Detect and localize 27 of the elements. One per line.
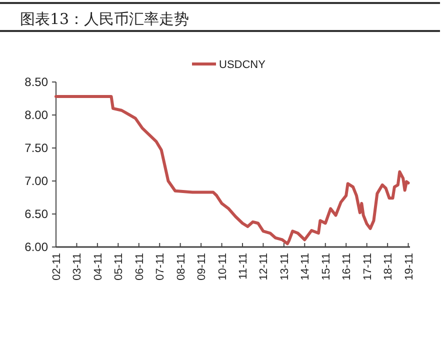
x-tick-label: 02-11 (51, 253, 63, 280)
x-tick-label: 17-11 (362, 253, 374, 280)
x-tick-label: 03-11 (72, 253, 84, 280)
y-tick-label: 7.50 (24, 141, 48, 155)
y-tick-label: 8.50 (24, 75, 48, 89)
chart-title: 图表13：人民币汇率走势 (0, 2, 440, 32)
x-tick-label: 19-11 (403, 253, 416, 280)
x-tick-label: 09-11 (196, 253, 208, 280)
x-tick-label: 10-11 (216, 253, 229, 280)
x-tick-label: 15-11 (320, 253, 332, 280)
x-tick-label: 13-11 (278, 253, 291, 280)
x-tick-label: 07-11 (154, 253, 167, 280)
y-tick-label: 6.50 (24, 207, 48, 221)
x-tick-label: 05-11 (113, 253, 126, 280)
y-tick-label: 7.00 (24, 174, 48, 188)
legend-label: USDCNY (219, 59, 266, 71)
x-tick-label: 08-11 (175, 253, 188, 280)
x-tick-label: 04-11 (92, 253, 104, 280)
x-tick-label: 18-11 (382, 253, 395, 280)
x-tick-label: 16-11 (341, 253, 354, 280)
x-tick-label: 14-11 (300, 253, 312, 280)
y-tick-label: 8.00 (24, 108, 48, 122)
x-tick-label: 11-11 (238, 253, 250, 280)
x-tick-label: 06-11 (134, 253, 146, 280)
y-tick-label: 6.00 (24, 240, 48, 254)
x-tick-label: 12-11 (258, 253, 270, 280)
line-series (54, 95, 410, 246)
